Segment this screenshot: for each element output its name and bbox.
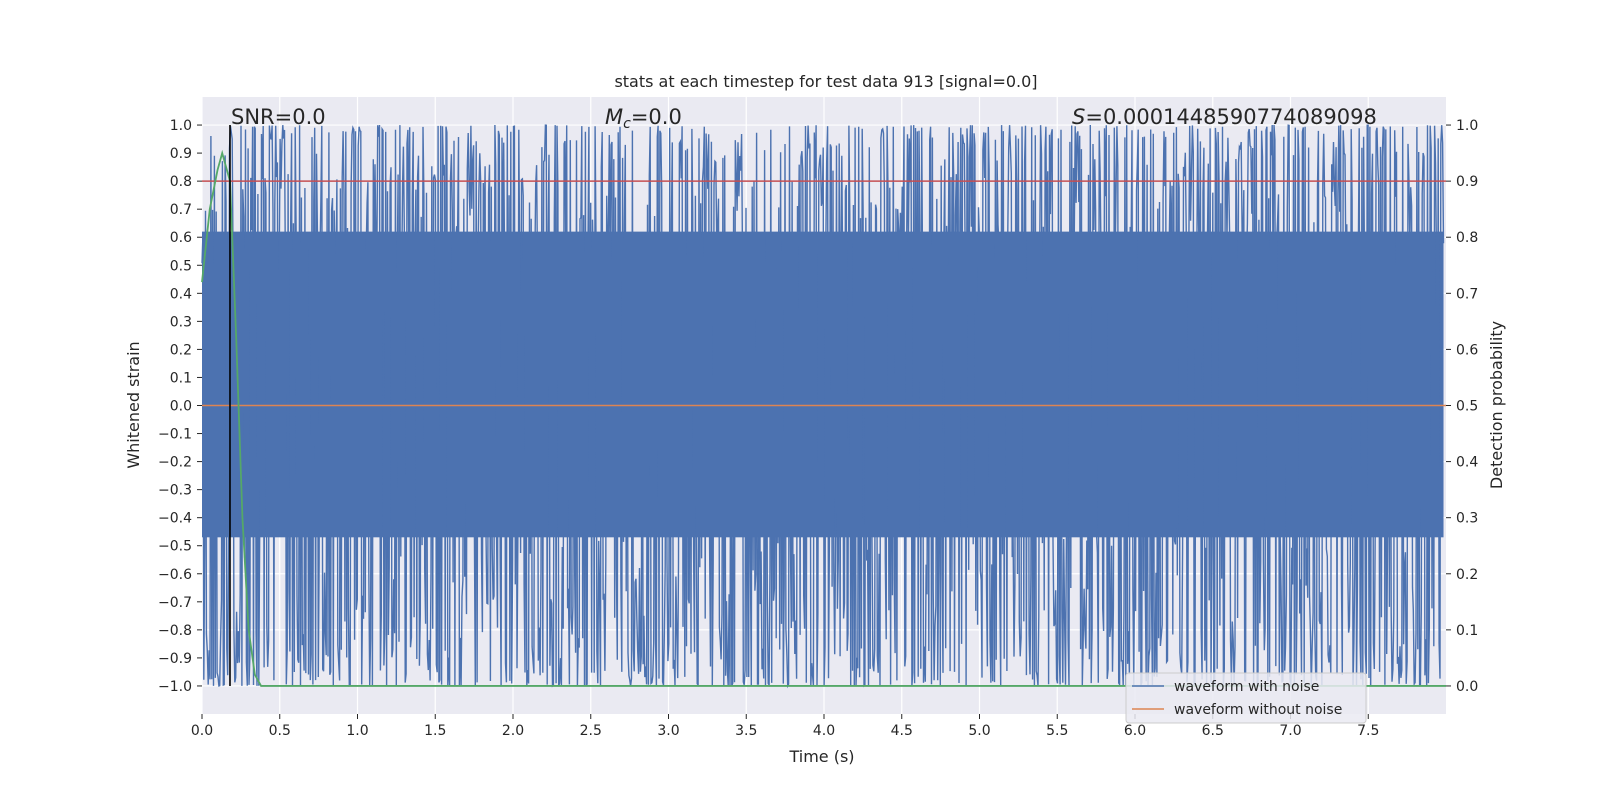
series-lines (201, 125, 1446, 687)
legend-label-waveform-with-noise: waveform with noise (1174, 679, 1319, 695)
y-right-tick-label: 0.5 (1456, 399, 1478, 415)
s-annotation: S=0.0001448590774089098 (1072, 105, 1377, 129)
y-left-tick-label: 0.0 (170, 399, 192, 415)
y-right-tick-label: 0.1 (1456, 623, 1478, 639)
y-right-tick-label: 0.4 (1456, 455, 1478, 471)
y-left-tick-label: 0.4 (170, 286, 192, 302)
s-symbol: S (1072, 105, 1085, 129)
y-left-tick-label: 0.2 (170, 342, 192, 358)
y-left-tick-label: 0.6 (170, 230, 192, 246)
x-tick-label: 4.0 (813, 723, 835, 739)
mc-subscript: c (623, 116, 631, 132)
y-left-tick-label: −0.3 (158, 483, 192, 499)
legend-label-waveform-without-noise: waveform without noise (1174, 702, 1342, 718)
y-left-tick-label: 0.7 (170, 202, 192, 218)
y-left-tick-label: 1.0 (170, 118, 192, 134)
snr-annotation: SNR=0.0 (231, 105, 326, 129)
y-right-tick-label: 0.6 (1456, 342, 1478, 358)
x-tick-label: 2.0 (502, 723, 524, 739)
noise-line (201, 124, 1445, 689)
x-axis-label: Time (s) (788, 747, 854, 766)
x-tick-label: 6.0 (1124, 723, 1146, 739)
x-tick-label: 7.0 (1279, 723, 1301, 739)
x-tick-label: 6.5 (1202, 723, 1224, 739)
x-tick-label: 4.5 (891, 723, 913, 739)
x-tick-label: 2.5 (580, 723, 602, 739)
x-tick-label: 7.5 (1357, 723, 1379, 739)
x-tick-label: 5.0 (968, 723, 990, 739)
x-tick-label: 1.5 (424, 723, 446, 739)
x-tick-label: 3.5 (735, 723, 757, 739)
series-waveform-with-noise (201, 124, 1445, 689)
y-left-tick-label: −0.4 (158, 511, 192, 527)
y-axis-right-label: Detection probability (1487, 321, 1506, 489)
y-left-tick-label: −0.2 (158, 455, 192, 471)
y-axis-left-label: Whitened strain (124, 341, 143, 468)
y-left-tick-label: −0.8 (158, 623, 192, 639)
y-left-tick-label: 0.8 (170, 174, 192, 190)
y-right-tick-label: 0.2 (1456, 567, 1478, 583)
y-right-tick-label: 0.8 (1456, 230, 1478, 246)
y-left-tick-label: −0.6 (158, 567, 192, 583)
mc-symbol: M (605, 105, 623, 129)
y-left-tick-label: 0.5 (170, 258, 192, 274)
detection-probability-line (201, 149, 1446, 687)
axes: 0.0 0.5 1.0 1.5 2.0 2.5 3.0 3.5 4.0 4.5 5.0 5.5 6.0 6… (158, 118, 1478, 739)
x-tick-label: 0.5 (269, 723, 291, 739)
legend-box (1125, 672, 1367, 724)
s-value: =0.0001448590774089098 (1085, 105, 1377, 129)
x-tick-label: 0.0 (191, 723, 213, 739)
y-left-tick-label: 0.9 (170, 146, 192, 162)
y-left-tick-label: 0.3 (170, 314, 192, 330)
chart-title: stats at each timestep for test data 913… (614, 72, 1037, 91)
y-left-tick-label: −0.9 (158, 651, 192, 667)
y-left-tick-label: −0.5 (158, 539, 192, 555)
y-right-tick-label: 0.7 (1456, 286, 1478, 302)
y-left-tick-label: −0.7 (158, 595, 192, 611)
y-left-tick-label: 0.1 (170, 370, 192, 386)
y-left-tick-label: −1.0 (158, 679, 192, 695)
y-right-tick-label: 0.0 (1456, 679, 1478, 695)
x-tick-label: 1.0 (346, 723, 368, 739)
x-tick-label: 5.5 (1046, 723, 1068, 739)
x-tick-label: 3.0 (657, 723, 679, 739)
y-right-tick-label: 1.0 (1456, 118, 1478, 134)
legend: waveform with noise waveform without noi… (1125, 672, 1367, 724)
y-right-tick-label: 0.9 (1456, 174, 1478, 190)
mc-value: =0.0 (631, 105, 682, 129)
y-left-tick-label: −0.1 (158, 427, 192, 443)
y-right-tick-label: 0.3 (1456, 511, 1478, 527)
mc-annotation: Mc=0.0 (605, 105, 682, 132)
